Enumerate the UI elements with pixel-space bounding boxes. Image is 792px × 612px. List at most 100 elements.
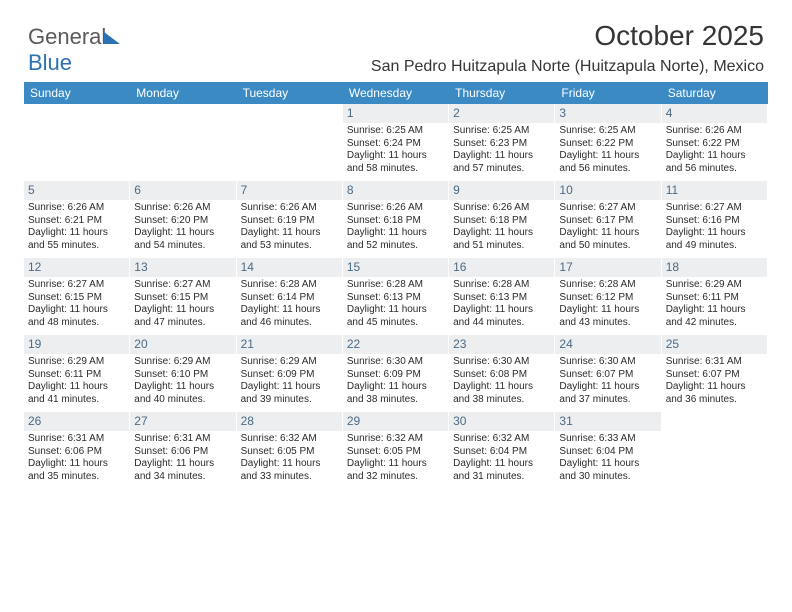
- day-line: Sunrise: 6:26 AM: [453, 202, 550, 215]
- calendar-grid: SundayMondayTuesdayWednesdayThursdayFrid…: [24, 82, 768, 489]
- day-line: Daylight: 11 hours and 42 minutes.: [666, 304, 763, 329]
- day-line: Sunset: 6:17 PM: [559, 215, 656, 228]
- day-line: Daylight: 11 hours and 51 minutes.: [453, 227, 550, 252]
- day-line: Daylight: 11 hours and 34 minutes.: [134, 458, 231, 483]
- calendar-header-cell: Tuesday: [237, 82, 343, 104]
- calendar-day-cell: 13Sunrise: 6:27 AMSunset: 6:15 PMDayligh…: [130, 258, 236, 335]
- day-body: Sunrise: 6:26 AMSunset: 6:22 PMDaylight:…: [662, 123, 767, 181]
- day-line: Sunrise: 6:27 AM: [666, 202, 763, 215]
- day-body: Sunrise: 6:29 AMSunset: 6:10 PMDaylight:…: [130, 354, 235, 412]
- day-line: Sunset: 6:06 PM: [134, 446, 231, 459]
- calendar-header-cell: Thursday: [449, 82, 555, 104]
- day-body: [662, 431, 767, 439]
- day-body: Sunrise: 6:28 AMSunset: 6:12 PMDaylight:…: [555, 277, 660, 335]
- calendar-header-cell: Saturday: [662, 82, 768, 104]
- day-line: Sunset: 6:08 PM: [453, 369, 550, 382]
- day-line: Daylight: 11 hours and 52 minutes.: [347, 227, 444, 252]
- day-line: Sunset: 6:14 PM: [241, 292, 338, 305]
- day-line: Sunrise: 6:33 AM: [559, 433, 656, 446]
- day-number: 30: [449, 412, 554, 431]
- day-line: Sunset: 6:09 PM: [347, 369, 444, 382]
- day-number: 16: [449, 258, 554, 277]
- day-line: Sunrise: 6:26 AM: [134, 202, 231, 215]
- day-line: Sunset: 6:21 PM: [28, 215, 125, 228]
- day-number: 31: [555, 412, 660, 431]
- day-line: Daylight: 11 hours and 35 minutes.: [28, 458, 125, 483]
- day-line: Sunset: 6:22 PM: [666, 138, 763, 151]
- day-number: [662, 412, 767, 431]
- calendar-day-cell: 7Sunrise: 6:26 AMSunset: 6:19 PMDaylight…: [237, 181, 343, 258]
- calendar-day-cell: 11Sunrise: 6:27 AMSunset: 6:16 PMDayligh…: [662, 181, 768, 258]
- day-body: Sunrise: 6:27 AMSunset: 6:16 PMDaylight:…: [662, 200, 767, 258]
- day-line: Sunrise: 6:25 AM: [559, 125, 656, 138]
- day-line: Sunrise: 6:26 AM: [347, 202, 444, 215]
- day-number: 12: [24, 258, 129, 277]
- calendar-day-cell: 22Sunrise: 6:30 AMSunset: 6:09 PMDayligh…: [343, 335, 449, 412]
- calendar-header-cell: Sunday: [24, 82, 130, 104]
- day-body: Sunrise: 6:26 AMSunset: 6:18 PMDaylight:…: [343, 200, 448, 258]
- day-line: Sunrise: 6:29 AM: [28, 356, 125, 369]
- calendar-day-cell: 20Sunrise: 6:29 AMSunset: 6:10 PMDayligh…: [130, 335, 236, 412]
- calendar-day-cell: [24, 104, 130, 181]
- calendar-day-cell: 17Sunrise: 6:28 AMSunset: 6:12 PMDayligh…: [555, 258, 661, 335]
- day-number: 3: [555, 104, 660, 123]
- day-line: Daylight: 11 hours and 55 minutes.: [28, 227, 125, 252]
- day-body: Sunrise: 6:31 AMSunset: 6:07 PMDaylight:…: [662, 354, 767, 412]
- calendar-day-cell: 10Sunrise: 6:27 AMSunset: 6:17 PMDayligh…: [555, 181, 661, 258]
- day-number: 17: [555, 258, 660, 277]
- calendar-day-cell: 26Sunrise: 6:31 AMSunset: 6:06 PMDayligh…: [24, 412, 130, 489]
- day-line: Sunset: 6:16 PM: [666, 215, 763, 228]
- calendar-body: 1Sunrise: 6:25 AMSunset: 6:24 PMDaylight…: [24, 104, 768, 489]
- day-line: Sunset: 6:09 PM: [241, 369, 338, 382]
- day-number: 29: [343, 412, 448, 431]
- day-number: 21: [237, 335, 342, 354]
- calendar-week-row: 1Sunrise: 6:25 AMSunset: 6:24 PMDaylight…: [24, 104, 768, 181]
- day-line: Sunrise: 6:25 AM: [347, 125, 444, 138]
- calendar-day-cell: 14Sunrise: 6:28 AMSunset: 6:14 PMDayligh…: [237, 258, 343, 335]
- day-line: Daylight: 11 hours and 56 minutes.: [559, 150, 656, 175]
- day-line: Sunset: 6:04 PM: [559, 446, 656, 459]
- page-subtitle: San Pedro Huitzapula Norte (Huitzapula N…: [371, 58, 764, 76]
- day-line: Daylight: 11 hours and 56 minutes.: [666, 150, 763, 175]
- day-number: 2: [449, 104, 554, 123]
- day-body: Sunrise: 6:27 AMSunset: 6:17 PMDaylight:…: [555, 200, 660, 258]
- day-line: Sunrise: 6:30 AM: [559, 356, 656, 369]
- calendar-week-row: 12Sunrise: 6:27 AMSunset: 6:15 PMDayligh…: [24, 258, 768, 335]
- day-line: Daylight: 11 hours and 41 minutes.: [28, 381, 125, 406]
- day-line: Sunrise: 6:25 AM: [453, 125, 550, 138]
- calendar-header-cell: Monday: [130, 82, 236, 104]
- calendar-day-cell: 6Sunrise: 6:26 AMSunset: 6:20 PMDaylight…: [130, 181, 236, 258]
- day-line: Sunrise: 6:29 AM: [134, 356, 231, 369]
- day-number: 5: [24, 181, 129, 200]
- brand-word1: General: [28, 24, 106, 49]
- day-number: 4: [662, 104, 767, 123]
- day-line: Sunrise: 6:29 AM: [241, 356, 338, 369]
- day-number: 13: [130, 258, 235, 277]
- day-line: Sunrise: 6:26 AM: [666, 125, 763, 138]
- day-number: 8: [343, 181, 448, 200]
- day-line: Sunrise: 6:26 AM: [28, 202, 125, 215]
- day-line: Daylight: 11 hours and 49 minutes.: [666, 227, 763, 252]
- day-number: [24, 104, 129, 123]
- day-number: 25: [662, 335, 767, 354]
- day-body: Sunrise: 6:31 AMSunset: 6:06 PMDaylight:…: [130, 431, 235, 489]
- day-number: 26: [24, 412, 129, 431]
- day-line: Daylight: 11 hours and 38 minutes.: [453, 381, 550, 406]
- day-number: 19: [24, 335, 129, 354]
- calendar-week-row: 26Sunrise: 6:31 AMSunset: 6:06 PMDayligh…: [24, 412, 768, 489]
- day-line: Sunset: 6:18 PM: [453, 215, 550, 228]
- day-line: Sunset: 6:07 PM: [666, 369, 763, 382]
- day-line: Daylight: 11 hours and 39 minutes.: [241, 381, 338, 406]
- day-body: Sunrise: 6:25 AMSunset: 6:22 PMDaylight:…: [555, 123, 660, 181]
- day-line: Sunrise: 6:28 AM: [453, 279, 550, 292]
- day-line: Daylight: 11 hours and 53 minutes.: [241, 227, 338, 252]
- day-line: Sunset: 6:05 PM: [347, 446, 444, 459]
- day-line: Daylight: 11 hours and 45 minutes.: [347, 304, 444, 329]
- day-body: Sunrise: 6:27 AMSunset: 6:15 PMDaylight:…: [130, 277, 235, 335]
- day-body: Sunrise: 6:30 AMSunset: 6:07 PMDaylight:…: [555, 354, 660, 412]
- day-line: Sunset: 6:07 PM: [559, 369, 656, 382]
- day-body: Sunrise: 6:26 AMSunset: 6:18 PMDaylight:…: [449, 200, 554, 258]
- day-line: Sunset: 6:15 PM: [134, 292, 231, 305]
- day-line: Sunset: 6:18 PM: [347, 215, 444, 228]
- calendar-day-cell: 29Sunrise: 6:32 AMSunset: 6:05 PMDayligh…: [343, 412, 449, 489]
